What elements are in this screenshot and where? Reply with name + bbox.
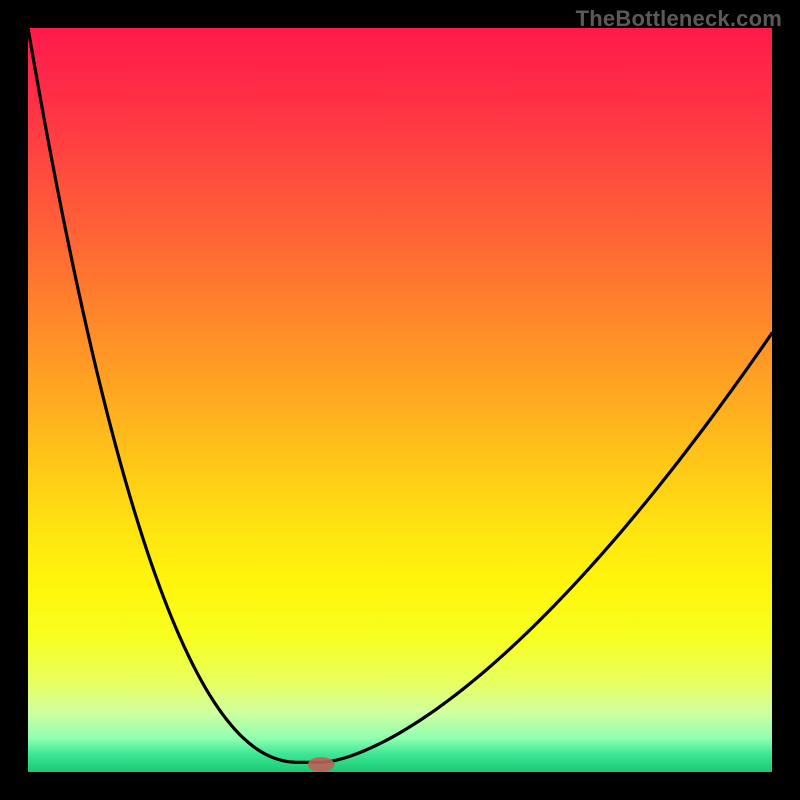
- bottleneck-curve-chart: [0, 0, 800, 800]
- optimal-point-marker: [308, 757, 335, 772]
- watermark-text: TheBottleneck.com: [576, 6, 782, 32]
- chart-frame: TheBottleneck.com: [0, 0, 800, 800]
- gradient-background: [28, 28, 772, 772]
